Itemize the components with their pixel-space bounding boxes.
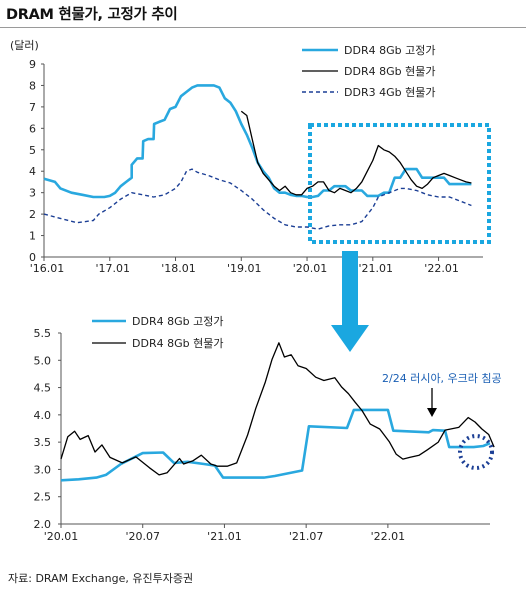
y-tick-label: 4 [29,165,36,178]
y-tick-label: 9 [29,58,36,71]
invasion-annotation: 2/24 러시아, 우크라 침공 [382,372,502,385]
y-tick-label: 8 [29,79,36,92]
y-tick-label: 5 [29,144,36,157]
y-tick-label: 4.0 [34,409,52,422]
chart1-legend-label: DDR4 8Gb 고정가 [344,44,435,57]
x-tick-label: '19.01 [227,262,262,275]
y-tick-label: 3 [29,187,36,200]
y-tick-label: 2.5 [34,491,52,504]
x-tick-label: '16.01 [30,262,65,275]
chart1-legend-label: DDR4 8Gb 현물가 [344,65,435,78]
x-tick-label: '22.01 [424,262,459,275]
y-tick-label: 0 [29,251,36,264]
x-tick-label: '18.01 [161,262,196,275]
zoom-arrow-head [331,325,369,352]
y-tick-label: 3.5 [34,436,52,449]
zoom-highlight-box [308,123,491,244]
y-tick-label: 6 [29,122,36,135]
latest-point-circle [458,434,494,470]
source-note: 자료: DRAM Exchange, 유진투자증권 [8,572,194,585]
x-tick-label: '17.01 [96,262,131,275]
y-tick-label: 5.0 [34,354,52,367]
x-tick-label: '21.07 [289,530,324,543]
y-tick-label: 3.0 [34,463,52,476]
y-axis-unit: (달러) [10,39,39,52]
chart-title: DRAM 현물가, 고정가 추이 [6,7,178,23]
x-tick-label: '21.01 [207,530,242,543]
annotation-arrow-head [427,408,437,417]
y-tick-label: 2.0 [34,518,52,531]
y-tick-label: 7 [29,101,36,114]
chart1-series-line-3 [43,168,472,230]
chart2-legend-label: DDR4 8Gb 고정가 [132,315,223,328]
x-tick-label: '20.01 [293,262,328,275]
chart2-series-line-2 [60,342,495,476]
title-divider [0,27,526,28]
chart2-series-line-1 [60,408,491,482]
chart1-series-line-2 [240,110,472,196]
x-tick-label: '22.01 [371,530,406,543]
x-tick-label: '21.01 [359,262,394,275]
y-tick-label: 2 [29,208,36,221]
y-tick-label: 1 [29,230,36,243]
zoom-arrow-shaft [342,251,358,325]
y-tick-label: 4.5 [34,382,52,395]
y-tick-label: 5.5 [34,327,52,340]
chart1-legend-label: DDR3 4Gb 현물가 [344,86,435,99]
x-tick-label: '20.07 [125,530,160,543]
chart1-series-line-1 [43,84,472,199]
x-tick-label: '20.01 [44,530,79,543]
chart2-legend-label: DDR4 8Gb 현물가 [132,337,223,350]
